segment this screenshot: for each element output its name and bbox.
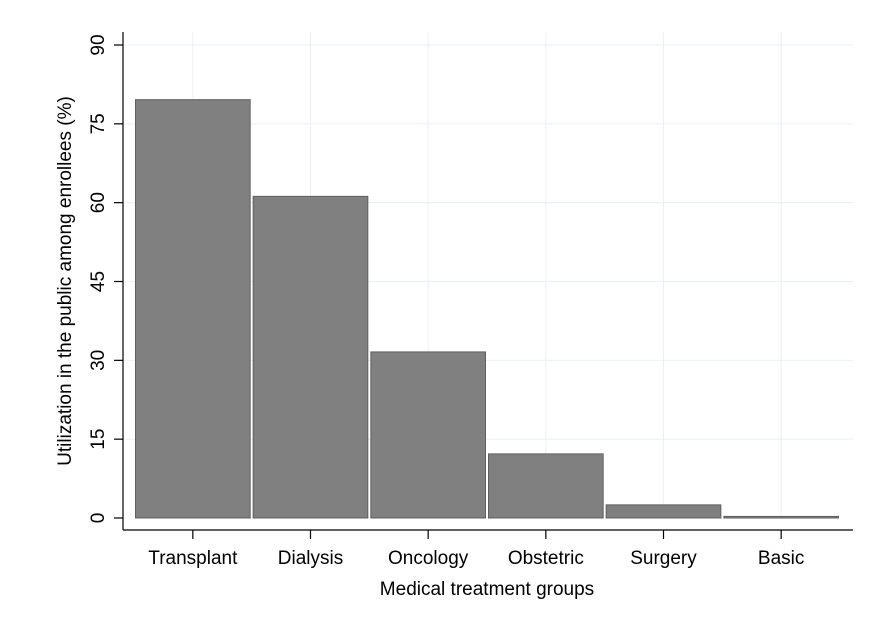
y-axis-title: Utilization in the public among enrollee… — [55, 96, 76, 466]
y-tick-label: 90 — [88, 34, 109, 55]
y-tick-label: 0 — [88, 513, 109, 524]
x-axis-title: Medical treatment groups — [380, 579, 594, 600]
y-tick-label: 45 — [88, 271, 109, 292]
y-tick-label: 60 — [88, 192, 109, 213]
x-tick-label: Dialysis — [278, 548, 343, 569]
bar-transplant — [135, 99, 251, 519]
x-tick-label: Basic — [758, 548, 804, 569]
bar-obstetric — [488, 453, 604, 519]
x-tick-label: Surgery — [630, 548, 697, 569]
x-tick-label: Obstetric — [508, 548, 584, 569]
x-ticks: Transplant Dialysis Oncology Obstetric Surge… — [148, 530, 804, 569]
bar-surgery — [605, 504, 722, 519]
y-tick-label: 75 — [88, 113, 109, 134]
bar-basic — [723, 515, 839, 519]
x-tick-label: Transplant — [148, 548, 238, 569]
bars — [135, 99, 839, 519]
y-ticks: 0 15 30 45 60 75 90 — [88, 34, 123, 523]
bar-dialysis — [252, 195, 369, 519]
bar-oncology — [370, 351, 487, 519]
y-tick-label: 15 — [88, 429, 109, 450]
x-tick-label: Oncology — [388, 548, 469, 569]
y-tick-label: 30 — [88, 350, 109, 371]
